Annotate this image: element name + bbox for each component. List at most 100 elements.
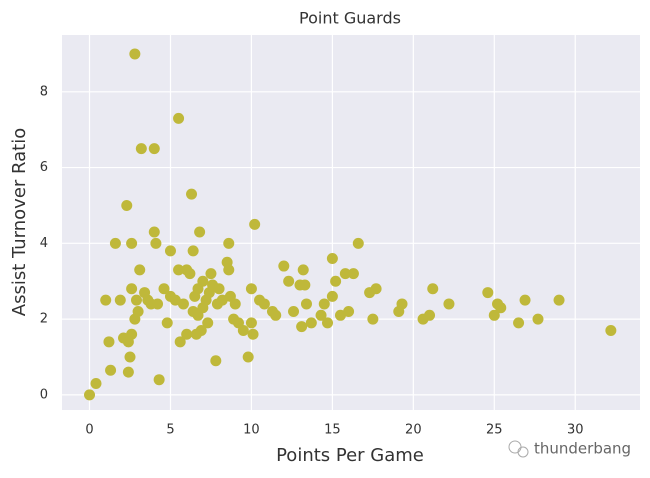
point	[90, 377, 102, 389]
point	[370, 283, 382, 295]
point	[122, 366, 134, 378]
plot-area	[62, 35, 640, 410]
point	[134, 264, 146, 276]
point	[343, 306, 355, 318]
point	[213, 283, 225, 295]
point	[164, 245, 176, 257]
point	[100, 294, 112, 306]
point	[177, 298, 189, 310]
point	[482, 287, 494, 299]
point	[194, 226, 206, 238]
point	[187, 245, 199, 257]
point	[223, 237, 235, 249]
point	[315, 309, 327, 321]
x-tick-label: 20	[405, 423, 422, 438]
point	[132, 306, 144, 318]
point	[513, 317, 525, 329]
point	[148, 143, 160, 155]
point	[249, 218, 261, 230]
point	[347, 268, 359, 280]
point	[322, 317, 334, 329]
y-tick-label: 2	[40, 312, 48, 327]
point	[202, 317, 214, 329]
point	[288, 306, 300, 318]
x-axis-label: Points Per Game	[276, 445, 424, 466]
point	[135, 143, 147, 155]
point	[173, 112, 185, 124]
point	[427, 283, 439, 295]
point	[126, 283, 138, 295]
point	[326, 290, 338, 302]
point	[129, 48, 141, 60]
point	[174, 336, 186, 348]
point	[197, 275, 209, 287]
point	[424, 309, 436, 321]
x-tick-label: 0	[85, 423, 93, 438]
point	[242, 351, 254, 363]
point	[210, 355, 222, 367]
y-tick-label: 0	[40, 387, 48, 402]
y-tick-label: 6	[40, 160, 48, 175]
point	[443, 298, 455, 310]
watermark-icon	[508, 440, 522, 454]
point	[109, 237, 121, 249]
point	[148, 226, 160, 238]
point	[278, 260, 290, 272]
point	[258, 298, 270, 310]
point	[318, 298, 330, 310]
point	[158, 283, 170, 295]
x-tick-label: 10	[243, 423, 260, 438]
point	[283, 275, 295, 287]
point	[330, 275, 342, 287]
point	[124, 351, 136, 363]
watermark-icon	[517, 446, 529, 458]
chart-title: Point Guards	[299, 9, 401, 28]
point	[488, 309, 500, 321]
x-tick-label: 15	[324, 423, 341, 438]
point	[150, 237, 162, 249]
point	[126, 237, 138, 249]
point	[237, 324, 249, 336]
point	[605, 324, 617, 336]
point	[186, 188, 198, 200]
point	[326, 252, 338, 264]
point	[305, 317, 317, 329]
point	[229, 298, 241, 310]
point	[352, 237, 364, 249]
point	[553, 294, 565, 306]
point	[161, 317, 173, 329]
point	[84, 389, 96, 401]
point	[396, 298, 408, 310]
y-tick-label: 8	[40, 84, 48, 99]
point	[103, 336, 115, 348]
point	[495, 302, 507, 314]
point	[195, 324, 207, 336]
point	[105, 364, 117, 376]
x-tick-label: 5	[166, 423, 174, 438]
point	[532, 313, 544, 325]
point	[247, 328, 259, 340]
point	[300, 298, 312, 310]
watermark-text: thunderbang	[534, 440, 631, 458]
point	[270, 309, 282, 321]
point	[245, 283, 257, 295]
y-axis-label: Assist Turnover Ratio	[9, 128, 30, 316]
x-tick-label: 25	[486, 423, 503, 438]
point	[184, 268, 196, 280]
point	[299, 279, 311, 291]
point	[153, 374, 165, 386]
point	[367, 313, 379, 325]
point	[121, 199, 133, 211]
point	[126, 328, 138, 340]
point	[339, 268, 351, 280]
point	[173, 264, 185, 276]
point	[114, 294, 126, 306]
point	[245, 317, 257, 329]
y-tick-label: 4	[40, 236, 48, 251]
point	[296, 321, 308, 333]
point	[297, 264, 309, 276]
point	[181, 328, 193, 340]
x-tick-label: 30	[567, 423, 584, 438]
point	[152, 298, 164, 310]
